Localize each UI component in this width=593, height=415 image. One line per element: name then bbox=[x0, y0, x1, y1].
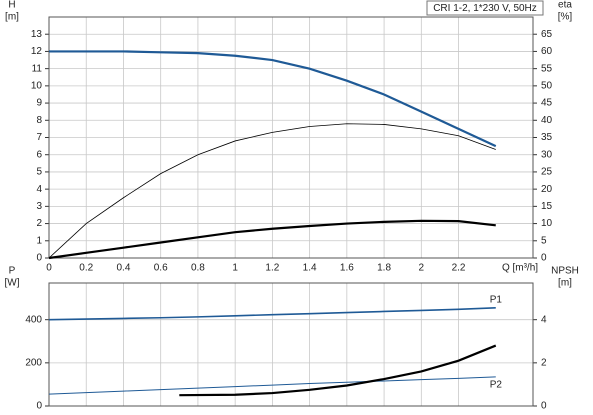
y-tick-label: 0 bbox=[36, 401, 42, 412]
y-tick-label: 13 bbox=[31, 29, 43, 40]
y2-tick-label: 50 bbox=[541, 80, 553, 91]
y-axis-unit: [m] bbox=[5, 12, 19, 23]
x-tick-label: 2 bbox=[419, 263, 425, 274]
x-tick-label: 1.8 bbox=[377, 263, 391, 274]
plot-frame bbox=[48, 282, 534, 407]
y-tick-label: 2 bbox=[36, 218, 42, 229]
y2-tick-label: 20 bbox=[541, 184, 553, 195]
y2-axis-unit: [m] bbox=[558, 278, 572, 289]
y-tick-label: 3 bbox=[36, 201, 42, 212]
y-tick-label: 6 bbox=[36, 149, 42, 160]
series-label: P1 bbox=[490, 294, 503, 305]
x-tick-label: 1.6 bbox=[340, 263, 354, 274]
x-tick-label: 0.6 bbox=[154, 263, 168, 274]
y-tick-label: 9 bbox=[36, 98, 42, 109]
y2-tick-label: 2 bbox=[541, 357, 547, 368]
y2-axis-label: NPSH bbox=[551, 266, 579, 277]
y-axis-label: H bbox=[8, 0, 15, 11]
series-line bbox=[49, 50, 497, 148]
series-line bbox=[48, 123, 496, 259]
series-line bbox=[179, 344, 497, 397]
y-tick-label: 0 bbox=[36, 253, 42, 264]
series-line bbox=[48, 307, 496, 321]
y2-tick-label: 40 bbox=[541, 115, 553, 126]
x-tick-label: 0 bbox=[46, 263, 52, 274]
series-label: P2 bbox=[490, 380, 503, 391]
x-tick-label: 0.4 bbox=[117, 263, 131, 274]
x-tick-label: 1.2 bbox=[265, 263, 279, 274]
y2-tick-label: 25 bbox=[541, 167, 553, 178]
y2-tick-label: 0 bbox=[541, 253, 547, 264]
y2-axis-unit: [%] bbox=[558, 12, 573, 23]
y2-tick-label: 0 bbox=[541, 401, 547, 412]
y-tick-label: 12 bbox=[31, 46, 43, 57]
y-tick-label: 8 bbox=[36, 115, 42, 126]
plot-frame bbox=[48, 16, 534, 259]
y-axis-unit: [W] bbox=[5, 278, 20, 289]
y-tick-label: 200 bbox=[25, 357, 42, 368]
y-tick-label: 4 bbox=[36, 184, 42, 195]
y-tick-label: 11 bbox=[32, 63, 43, 74]
y-axis-label: P bbox=[9, 266, 16, 277]
y2-tick-label: 4 bbox=[541, 314, 547, 325]
x-tick-label: 2.2 bbox=[452, 263, 466, 274]
y2-tick-label: 30 bbox=[541, 149, 553, 160]
x-tick-label: 1.4 bbox=[303, 263, 317, 274]
y-tick-label: 1 bbox=[36, 235, 42, 246]
y2-tick-label: 55 bbox=[541, 63, 553, 74]
x-tick-label: 1 bbox=[232, 263, 238, 274]
y2-tick-label: 60 bbox=[541, 46, 553, 57]
y-tick-label: 7 bbox=[36, 132, 42, 143]
x-tick-label: 0.2 bbox=[79, 263, 93, 274]
x-tick-label: 0.8 bbox=[191, 263, 205, 274]
series-line bbox=[48, 376, 496, 395]
annotation-box bbox=[426, 0, 544, 16]
y2-tick-label: 5 bbox=[541, 235, 547, 246]
y2-tick-label: 15 bbox=[541, 201, 553, 212]
y2-tick-label: 65 bbox=[541, 29, 553, 40]
x-axis-label: Q [m³/h] bbox=[502, 263, 538, 274]
y2-axis-label: eta bbox=[558, 0, 572, 11]
y-tick-label: 5 bbox=[36, 167, 42, 178]
annotation: CRI 1-2, 1*230 V, 50Hz bbox=[433, 3, 537, 14]
y2-tick-label: 35 bbox=[541, 132, 553, 143]
y2-tick-label: 10 bbox=[541, 218, 553, 229]
y2-tick-label: 45 bbox=[541, 98, 553, 109]
y-tick-label: 400 bbox=[25, 314, 42, 325]
y-tick-label: 10 bbox=[31, 80, 43, 91]
series-line bbox=[48, 219, 496, 260]
